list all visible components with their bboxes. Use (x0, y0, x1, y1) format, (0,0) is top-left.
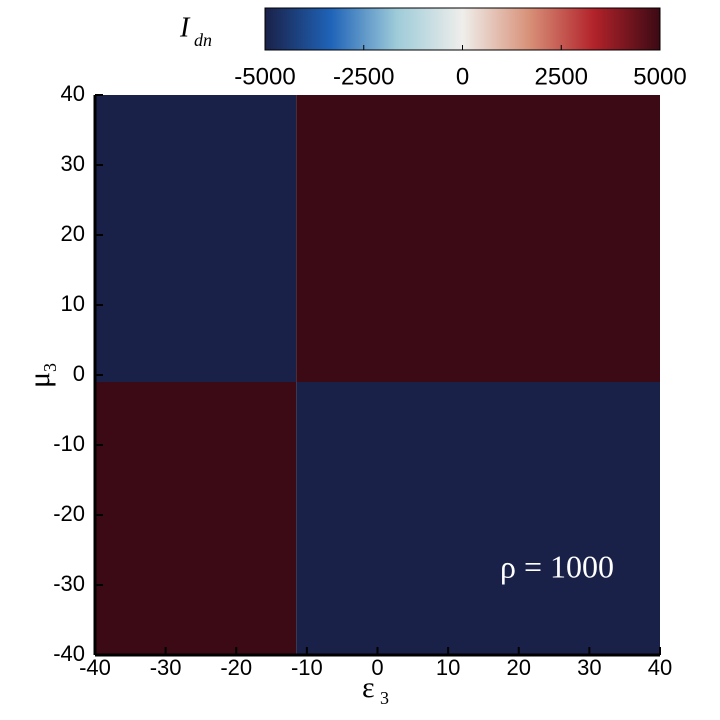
y-tick-label: 30 (61, 151, 85, 176)
heatmap-cell (296, 95, 660, 382)
y-tick-label: -20 (53, 501, 85, 526)
colorbar-tick-label: -5000 (234, 63, 295, 90)
x-tick-label: 10 (436, 655, 460, 680)
y-tick-label: -40 (53, 641, 85, 666)
y-tick-label: -10 (53, 431, 85, 456)
annotation: ρ = 1000 (500, 548, 614, 584)
colorbar-label: I (179, 12, 191, 43)
heatmap-cell (95, 382, 297, 655)
colorbar-tick-label: 2500 (535, 63, 588, 90)
colorbar (264, 7, 661, 51)
heatmap-cell (296, 382, 660, 655)
x-tick-label: 20 (507, 655, 531, 680)
y-tick-label: 10 (61, 291, 85, 316)
x-tick-label: -10 (291, 655, 323, 680)
x-tick-label: -30 (150, 655, 182, 680)
colorbar-tick-label: -2500 (333, 63, 394, 90)
x-tick-label: -20 (220, 655, 252, 680)
y-tick-label: 20 (61, 221, 85, 246)
y-tick-label: 0 (73, 361, 85, 386)
x-tick-label: 40 (648, 655, 672, 680)
heatmap-cell (95, 95, 297, 382)
x-tick-label: -40 (79, 655, 111, 680)
y-axis-label: μ (23, 372, 56, 388)
y-tick-label: -30 (53, 571, 85, 596)
x-tick-label: 30 (577, 655, 601, 680)
colorbar-tick-label: 0 (456, 63, 469, 90)
y-tick-label: 40 (61, 81, 85, 106)
x-axis-label-sub: 3 (380, 688, 389, 708)
colorbar-tick-label: 5000 (633, 63, 686, 90)
x-tick-label: 0 (371, 655, 383, 680)
x-axis-label: ε (362, 671, 375, 704)
y-axis-label-sub: 3 (40, 363, 60, 372)
colorbar-label-sub: dn (194, 30, 212, 50)
